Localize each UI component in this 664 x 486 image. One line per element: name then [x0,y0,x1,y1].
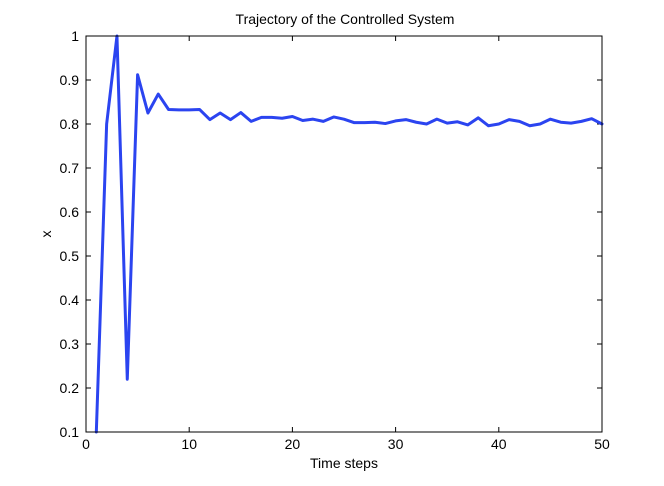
y-tick-label: 0.2 [60,380,80,396]
y-tick-label: 0.6 [60,204,80,220]
y-tick-label: 0.3 [60,336,80,352]
x-tick-label: 40 [491,436,507,452]
x-axis-title: Time steps [310,455,378,471]
x-tick-label: 50 [594,436,610,452]
chart-title: Trajectory of the Controlled System [236,11,455,27]
series-layer [94,34,604,434]
y-tick-label: 0.7 [60,160,80,176]
x-tick-label: 20 [285,436,301,452]
x-tick-label: 10 [181,436,197,452]
y-axis-title: x [38,231,54,238]
x-tick-label: 30 [388,436,404,452]
series-line [94,34,604,434]
plot-frame [85,35,603,433]
y-tick-label: 0.8 [60,116,80,132]
y-tick-label: 0.4 [60,292,80,308]
y-tick-label: 0.9 [60,72,80,88]
y-tick-label: 0.5 [60,248,80,264]
ticks: 0 10 20 30 40 50 0.1 0.2 0.3 0.4 0.5 0.6 0.7 0.8 0.9 1 [60,28,610,452]
y-tick-label: 0.1 [60,424,80,440]
x-tick-label: 0 [82,436,90,452]
y-tick-label: 1 [71,28,79,44]
